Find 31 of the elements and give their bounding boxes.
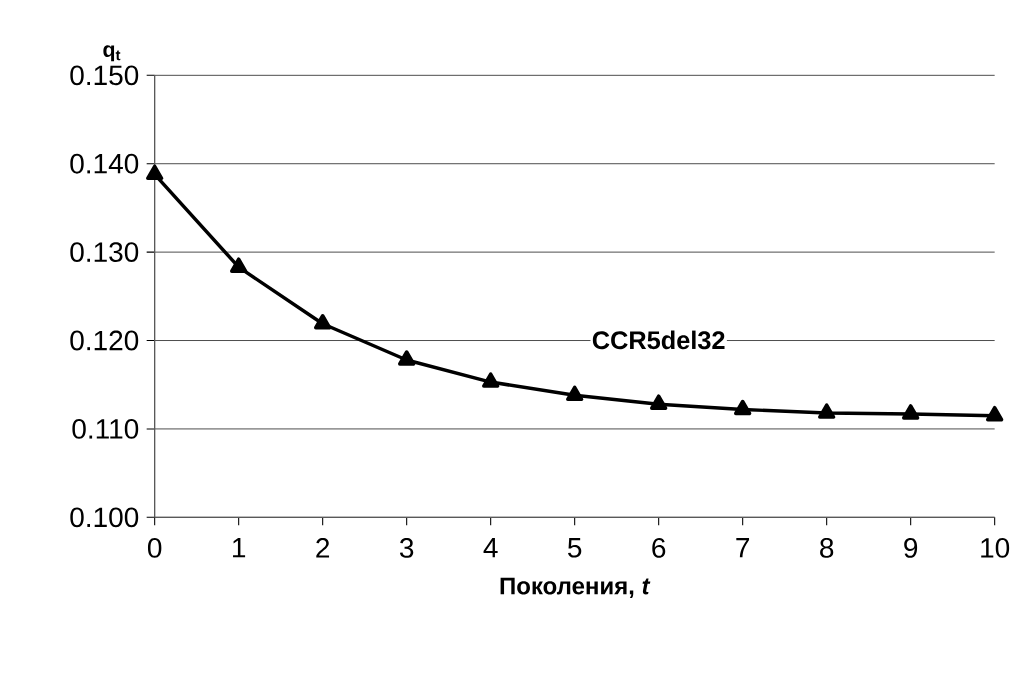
x-axis-title: Поколения, t xyxy=(500,577,651,598)
x-tick-label: 5 xyxy=(568,538,582,558)
point xyxy=(566,385,584,402)
point xyxy=(482,372,500,388)
y-tick-label: 0.120 xyxy=(70,330,139,351)
x-tick-label: 1 xyxy=(233,538,246,558)
x-tick-label: 0 xyxy=(147,538,162,558)
x-tick-label: 4 xyxy=(483,538,498,558)
y-tick-label: 0.140 xyxy=(70,153,139,174)
y-tick-label: 0.150 xyxy=(70,65,139,86)
point xyxy=(986,405,1004,422)
x-tick-label: 3 xyxy=(399,538,414,558)
point xyxy=(146,164,164,181)
x-tick-label: 8 xyxy=(820,538,834,558)
y-axis-title: q$_{t}$ xyxy=(103,45,121,62)
x-tick-label: 7 xyxy=(736,538,750,558)
x-tick-label: 10 xyxy=(981,538,1010,558)
point xyxy=(734,399,752,416)
x-tick-label: 9 xyxy=(904,538,918,558)
point xyxy=(398,350,416,366)
y-tick-label: 0.110 xyxy=(72,419,139,439)
y-tick-label: 0.130 xyxy=(70,242,139,263)
point xyxy=(902,404,920,420)
y-tick-label: 0.100 xyxy=(70,507,139,528)
point xyxy=(650,394,668,410)
series-label: CCR5del32 xyxy=(592,330,725,350)
point xyxy=(818,403,836,419)
x-tick-label: 6 xyxy=(652,538,666,558)
point xyxy=(230,257,248,273)
x-tick-label: 2 xyxy=(316,538,330,558)
point xyxy=(314,313,332,330)
